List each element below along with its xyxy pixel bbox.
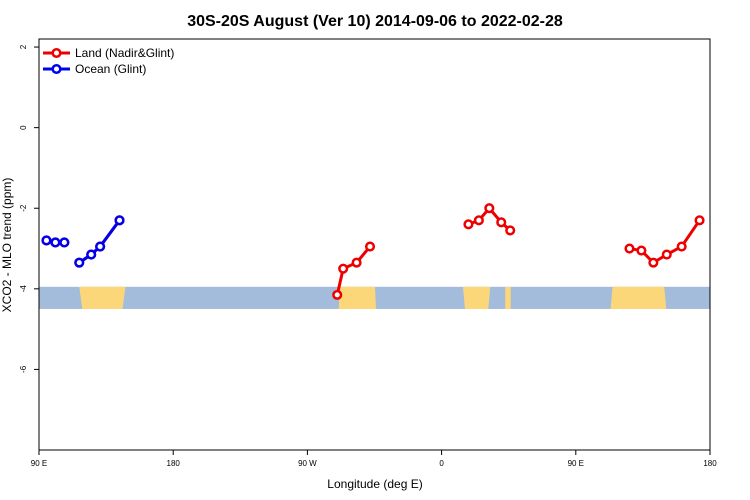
data-point [364, 241, 376, 252]
data-point [332, 289, 343, 300]
y-tick-label: -4 [19, 285, 28, 293]
series-ocean [41, 215, 125, 268]
data-point [661, 249, 672, 260]
data-point [648, 257, 659, 268]
data-point [74, 257, 85, 268]
data-point [473, 215, 484, 226]
data-point [59, 237, 70, 248]
x-axis: 90 E 180 90 W 0 90 E 180 [31, 450, 717, 468]
x-tick-label: 180 [167, 459, 181, 468]
legend-marker [51, 63, 62, 75]
y-tick-label: -2 [19, 204, 28, 212]
data-point [50, 237, 61, 248]
x-tick-label: 90 W [298, 459, 317, 468]
data-point [95, 241, 106, 252]
chart-title: 30S-20S August (Ver 10) 2014-09-06 to 20… [187, 13, 563, 30]
series-land [41, 203, 705, 300]
legend-marker [51, 47, 62, 59]
y-tick-label: -6 [19, 365, 28, 373]
data-point [636, 245, 647, 256]
data-point [496, 217, 507, 228]
x-tick-label: 90 E [31, 459, 47, 468]
data-point [694, 215, 705, 226]
data-point [505, 225, 516, 236]
data-point [41, 235, 52, 246]
y-tick-label: 0 [19, 125, 28, 130]
land-madagascar [505, 286, 511, 309]
land-south-america [338, 286, 376, 309]
x-tick-label: 0 [439, 459, 444, 468]
series-layer [41, 203, 705, 300]
series-line [78, 219, 121, 264]
x-axis-label: Longitude (deg E) [327, 477, 422, 491]
land-australia-east [610, 286, 667, 309]
map-band [39, 286, 710, 309]
land-australia [79, 286, 126, 309]
legend: Land (Nadir&Glint) Ocean (Glint) [43, 46, 174, 76]
data-point [484, 203, 495, 214]
data-point [114, 215, 125, 226]
land-africa [462, 286, 491, 309]
plot-frame [38, 38, 711, 451]
y-axis: 2 0 -2 -4 -6 [19, 44, 39, 373]
y-axis-label: XCO2 - MLO trend (ppm) [0, 178, 14, 313]
data-point [463, 219, 474, 230]
y-tick-label: 2 [19, 44, 28, 49]
data-point [86, 249, 97, 260]
legend-label: Land (Nadir&Glint) [75, 46, 174, 60]
data-point [624, 243, 635, 254]
x-tick-label: 180 [703, 459, 717, 468]
x-tick-label: 90 E [568, 459, 584, 468]
series-line [335, 245, 372, 296]
legend-label: Ocean (Glint) [75, 62, 146, 76]
data-point [338, 263, 349, 274]
data-point [676, 241, 687, 252]
data-point [351, 257, 362, 268]
